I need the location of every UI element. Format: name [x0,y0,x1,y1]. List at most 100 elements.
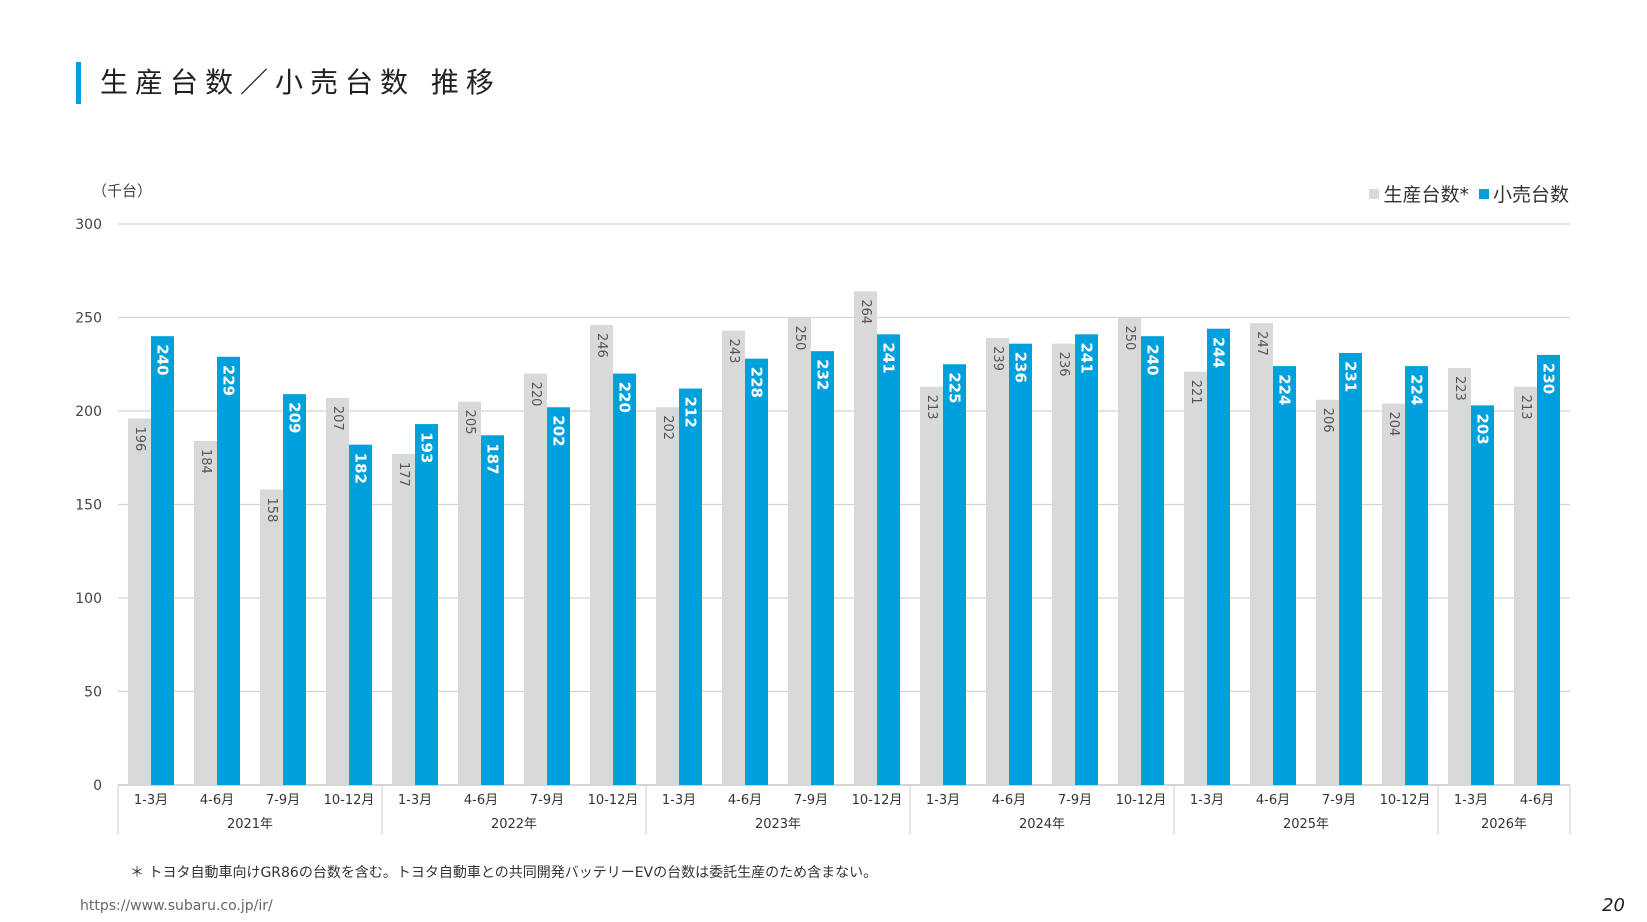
bar-production [590,324,613,785]
bar-retail [613,373,636,785]
x-tick-label: 10-12月 [324,793,375,808]
bar-retail [877,334,900,785]
x-tick-label: 7-9月 [794,793,828,808]
bar-retail [481,435,504,785]
bar-retail [151,336,174,785]
data-label-retail: 231 [1342,361,1360,392]
y-tick-label: 100 [75,591,102,607]
bar-production [722,330,745,785]
year-label: 2023年 [755,817,801,832]
x-tick-label: 7-9月 [1322,793,1356,808]
page-number: 20 [1602,895,1625,916]
data-label-retail: 229 [220,365,238,396]
data-label-production: 246 [594,333,609,358]
data-label-retail: 236 [1012,352,1030,383]
x-tick-label: 1-3月 [398,793,432,808]
bar-chart: 0 50 100 150 200 250 300 196 240 1-3月 184 229 4-6月 15… [75,217,1571,835]
x-tick-label: 1-3月 [662,793,696,808]
bar-production [194,440,217,785]
x-tick-label: 10-12月 [1380,793,1431,808]
data-label-retail: 240 [154,344,172,375]
data-label-retail: 220 [616,382,634,413]
data-label-retail: 241 [880,342,898,373]
x-tick-label: 1-3月 [134,793,168,808]
legend-swatch-retail [1478,188,1489,199]
bar-production [260,489,283,785]
bar-production [920,386,943,785]
bar-retail [283,394,306,785]
bar-retail [1537,354,1560,785]
data-label-production: 206 [1320,408,1335,433]
x-tick-label: 4-6月 [1520,793,1554,808]
data-label-production: 204 [1386,412,1401,437]
bar-production [1052,343,1075,785]
data-label-retail: 224 [1276,374,1294,405]
year-label: 2026年 [1481,817,1527,832]
x-tick-label: 1-3月 [1454,793,1488,808]
data-label-retail: 244 [1210,337,1228,368]
x-tick-label: 1-3月 [926,793,960,808]
bar-production [1250,323,1273,785]
bar-retail [679,388,702,785]
x-tick-label: 10-12月 [852,793,903,808]
data-label-production: 213 [1518,395,1533,420]
year-label: 2025年 [1283,817,1329,832]
bar-retail [217,356,240,785]
bar-production [788,317,811,785]
bar-production [1448,367,1471,785]
bar-production [854,291,877,785]
data-label-retail: 240 [1144,344,1162,375]
bar-production [524,373,547,785]
data-label-retail: 212 [682,397,700,428]
data-label-retail: 202 [550,415,568,446]
year-label: 2024年 [1019,817,1065,832]
data-label-production: 184 [198,449,213,474]
data-label-production: 239 [990,346,1005,371]
bar-retail [943,364,966,785]
data-label-production: 177 [396,462,411,487]
data-label-production: 264 [858,299,873,324]
bar-production [1184,371,1207,785]
x-tick-label: 1-3月 [1190,793,1224,808]
legend-label-production: 生産台数* [1383,184,1469,206]
data-label-production: 220 [528,382,543,407]
bar-production [1316,399,1339,785]
data-label-production: 196 [132,426,147,451]
data-label-retail: 193 [418,432,436,463]
data-label-production: 223 [1452,376,1467,401]
x-tick-label: 4-6月 [992,793,1026,808]
bar-production [1382,403,1405,785]
x-tick-label: 10-12月 [1116,793,1167,808]
x-tick-label: 7-9月 [1058,793,1092,808]
y-tick-label: 50 [84,685,102,701]
bar-retail [415,424,438,785]
bar-retail [1339,353,1362,785]
data-label-production: 207 [330,406,345,431]
footnote: ＊ トヨタ自動車向けGR86の台数を含む。トヨタ自動車との共同開発バッテリーEV… [130,865,878,881]
bar-retail [745,358,768,785]
data-label-retail: 228 [748,367,766,398]
bar-retail [1075,334,1098,785]
y-tick-label: 250 [75,311,102,327]
y-tick-label: 300 [75,217,102,233]
data-label-production: 247 [1254,331,1269,356]
page-title: 生産台数／小売台数 推移 [100,66,501,99]
bar-production [458,401,481,785]
y-tick-label: 0 [93,778,102,794]
data-label-retail: 187 [484,443,502,474]
legend-item-retail: 小売台数 [1478,180,1569,207]
bar-production [1118,317,1141,785]
data-label-retail: 209 [286,402,304,433]
legend-item-production: 生産台数* [1369,180,1469,207]
data-label-production: 205 [462,410,477,435]
x-tick-label: 4-6月 [464,793,498,808]
bar-production [128,418,151,785]
data-label-production: 250 [1122,326,1137,351]
data-label-retail: 232 [814,359,832,390]
data-label-production: 250 [792,326,807,351]
bar-retail [547,407,570,785]
x-tick-label: 4-6月 [200,793,234,808]
bar-retail [1141,336,1164,785]
bar-retail [811,351,834,785]
bar-retail [1207,328,1230,785]
